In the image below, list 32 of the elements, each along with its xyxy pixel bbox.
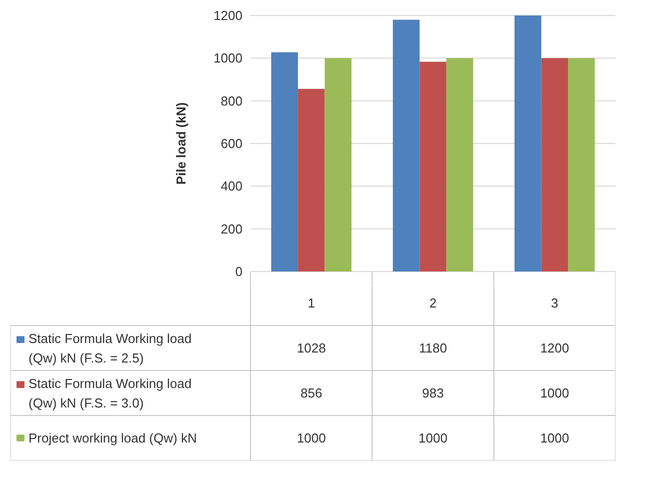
y-tick-label: 800 bbox=[220, 93, 243, 108]
y-tick-label: 200 bbox=[220, 221, 243, 236]
data-label: 1200 bbox=[540, 340, 570, 356]
data-label: 1000 bbox=[418, 430, 448, 446]
data-label: 856 bbox=[300, 386, 322, 400]
y-tick-label: 1200 bbox=[214, 8, 242, 23]
data-label: 1028 bbox=[296, 340, 326, 356]
bar bbox=[541, 58, 568, 272]
y-tick-label: 1000 bbox=[214, 50, 242, 66]
bar bbox=[446, 58, 474, 272]
legend-label: Static Formula Working load (Qw) kN (F.S. = 2.5) bbox=[28, 330, 192, 366]
x-tick-label: 3 bbox=[551, 296, 558, 310]
bar bbox=[392, 20, 420, 272]
bar bbox=[514, 16, 542, 272]
y-axis-title: Pile load (kN) bbox=[174, 102, 188, 185]
y-tick-label: 0 bbox=[235, 264, 243, 279]
bar bbox=[324, 58, 352, 272]
legend-label: Static Formula Working load (Qw) kN (F.S. = 3.0) bbox=[28, 376, 192, 410]
bar bbox=[271, 52, 298, 272]
y-tick-label: 600 bbox=[220, 136, 243, 151]
data-label: 1000 bbox=[540, 430, 570, 446]
bar bbox=[568, 58, 595, 272]
y-tick-label: 400 bbox=[220, 178, 243, 194]
bar bbox=[298, 88, 325, 272]
x-tick-label: 2 bbox=[429, 296, 437, 310]
x-tick-label: 1 bbox=[308, 296, 315, 310]
legend-label: Project working load (Qw) kN bbox=[28, 430, 197, 446]
data-label: 1180 bbox=[419, 340, 447, 356]
data-label: 983 bbox=[422, 386, 444, 400]
data-label: 1000 bbox=[296, 430, 326, 446]
data-label: 1000 bbox=[540, 386, 570, 400]
bar bbox=[420, 62, 446, 272]
